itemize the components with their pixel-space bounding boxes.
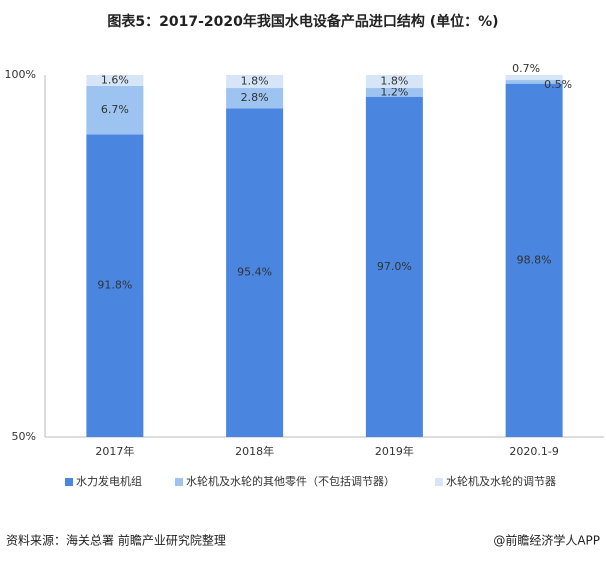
data-label: 1.2%	[380, 85, 408, 98]
y-tick-label: 50%	[12, 430, 36, 443]
chart-title: 图表5：2017-2020年我国水电设备产品进口结构 (单位：%)	[107, 13, 498, 30]
data-label: 1.8%	[241, 75, 269, 88]
x-tick-label: 2017年	[95, 444, 134, 458]
x-tick-label: 2018年	[235, 444, 274, 458]
data-label: 95.4%	[237, 266, 272, 279]
bar-segment	[365, 88, 423, 97]
legend-swatch	[175, 478, 183, 486]
data-label: 1.6%	[101, 73, 129, 86]
brand: @前瞻经济学人APP	[493, 533, 600, 548]
data-label: 0.5%	[544, 78, 572, 91]
y-tick-label: 100%	[5, 68, 36, 81]
bar-segment	[86, 134, 144, 438]
bar-segment	[226, 108, 284, 437]
data-label: 97.0%	[377, 260, 412, 273]
data-label: 6.7%	[101, 103, 129, 116]
legend-label: 水轮机及水轮的其他零件（不包括调节器）	[186, 474, 395, 488]
bar-segment	[505, 83, 563, 438]
legend-swatch	[65, 478, 73, 486]
bar-segment	[226, 75, 284, 89]
data-label: 2.8%	[241, 91, 269, 104]
bar-segment	[226, 88, 284, 109]
bar-segment	[505, 80, 563, 84]
data-label: 0.7%	[512, 62, 540, 75]
data-label: 1.8%	[380, 75, 408, 88]
bar-segment	[86, 75, 144, 86]
data-label: 98.8%	[517, 253, 552, 266]
x-tick-label: 2019年	[375, 444, 414, 458]
bar-segment	[505, 75, 563, 81]
bar-segment	[365, 96, 423, 437]
legend-label: 水力发电机组	[76, 474, 142, 488]
legend-label: 水轮机及水轮的调节器	[446, 474, 556, 488]
bar-segment	[365, 75, 423, 89]
data-label: 91.8%	[97, 279, 132, 292]
source: 资料来源：海关总署 前瞻产业研究院整理	[6, 533, 226, 548]
x-tick-label: 2020.1-9	[509, 445, 558, 458]
legend-swatch	[435, 478, 443, 486]
bar-segment	[86, 85, 144, 135]
